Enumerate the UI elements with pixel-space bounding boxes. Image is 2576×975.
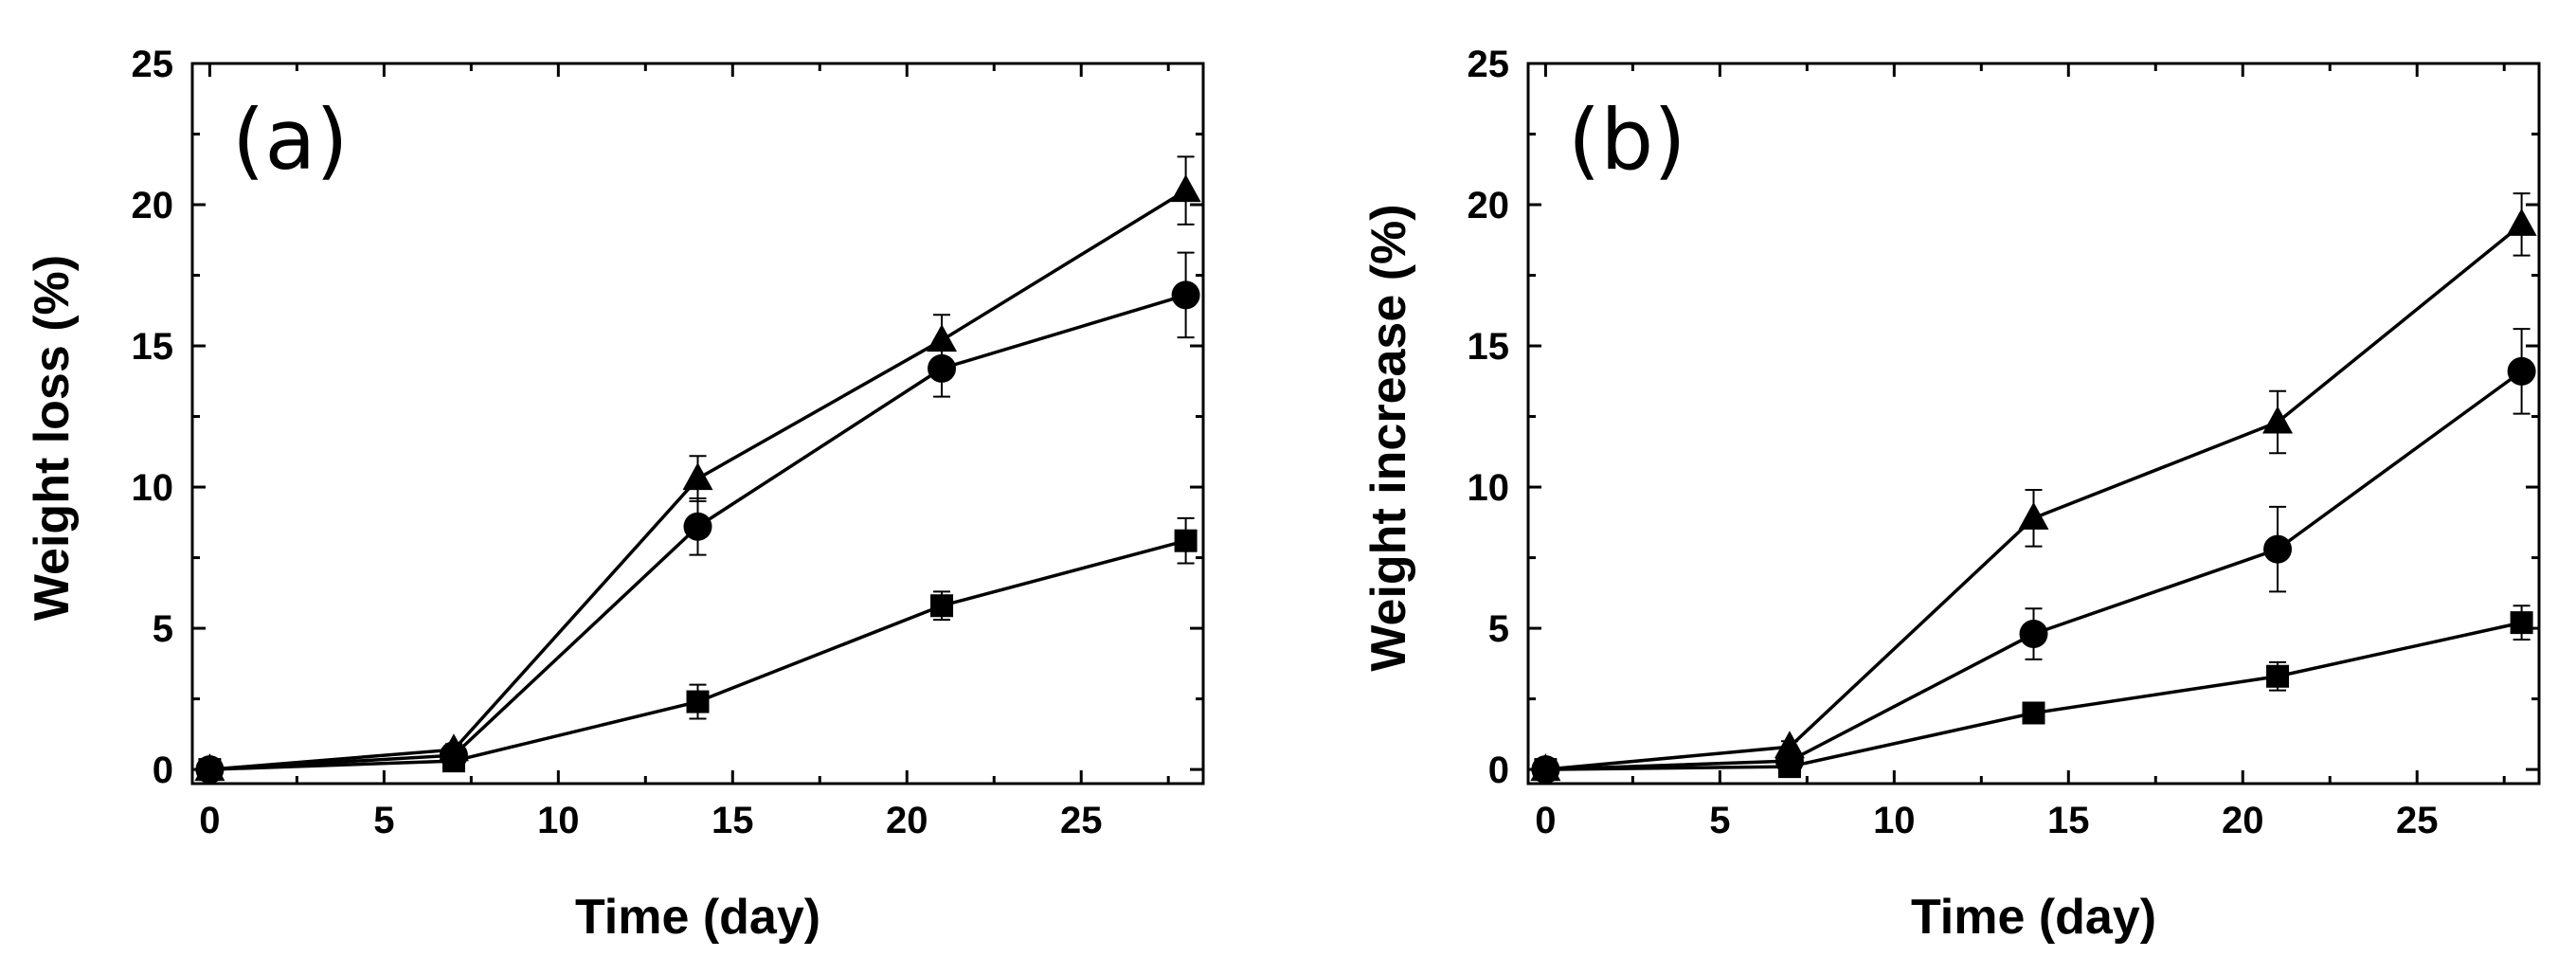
y-axis-title: Weight increase (%) [1361,204,1416,671]
x-tick-label: 25 [1060,800,1103,841]
x-axis-title: Time (day) [575,890,820,945]
data-point-square [2022,701,2045,725]
data-point-triangle [1774,731,1805,759]
data-point-triangle [927,324,958,352]
series-triangle [1530,192,2537,782]
x-tick-label: 5 [1709,800,1730,841]
data-point-triangle [194,753,225,782]
data-point-circle [2019,620,2048,649]
x-tick-label: 15 [712,800,754,841]
data-point-circle [1171,280,1200,310]
data-point-square [2266,664,2290,688]
x-tick-label: 5 [373,800,394,841]
data-point-triangle [2018,501,2049,530]
x-tick-label: 0 [1535,800,1556,841]
data-point-square [1174,529,1198,552]
y-tick-label: 0 [1488,749,1509,791]
x-tick-label: 0 [199,800,220,841]
x-tick-label: 10 [1873,800,1916,841]
data-point-square [686,690,710,713]
y-tick-label: 5 [153,608,173,650]
panel-label: (b) [1568,91,1686,189]
data-point-triangle [1170,174,1201,203]
series-triangle [194,155,1201,782]
plot-frame [1526,62,2541,785]
y-tick-label: 20 [1468,185,1510,226]
x-tick-label: 10 [537,800,580,841]
x-tick-label: 20 [886,800,928,841]
data-point-triangle [2506,208,2537,236]
plot-frame [190,62,1205,785]
x-tick-label: 25 [2396,800,2439,841]
y-tick-label: 10 [132,467,174,509]
data-point-circle [683,512,712,541]
y-tick-label: 20 [132,185,174,226]
data-point-square [930,594,954,618]
y-axis-title: Weight loss (%) [25,255,80,621]
panel-a: 0 5 10 15 20 25 0 5 10 15 20 25 Time (day) Weight los… [25,44,1205,945]
panel-b: 0 5 10 15 20 25 0 5 10 15 20 25 Time (day) Weight inc… [1361,44,2541,945]
series-line [209,538,1187,771]
y-tick-label: 25 [1468,44,1510,85]
series-square [198,516,1198,782]
x-axis-title: Time (day) [1911,890,2156,945]
y-tick-label: 25 [132,44,174,85]
data-point-circle [2263,534,2293,564]
data-point-triangle [438,733,469,762]
data-point-triangle [2262,406,2294,434]
x-tick-label: 15 [2047,800,2090,841]
data-point-triangle [1530,753,1561,782]
y-tick-label: 10 [1468,467,1510,509]
panel-label: (a) [232,91,349,189]
y-tick-label: 5 [1488,608,1509,650]
y-tick-label: 0 [153,749,173,791]
data-point-triangle [682,462,713,491]
data-point-circle [2507,356,2536,386]
y-tick-label: 15 [132,326,174,368]
y-tick-label: 15 [1468,326,1510,368]
x-tick-label: 20 [2222,800,2264,841]
data-point-circle [928,353,957,383]
data-point-square [2510,611,2533,635]
